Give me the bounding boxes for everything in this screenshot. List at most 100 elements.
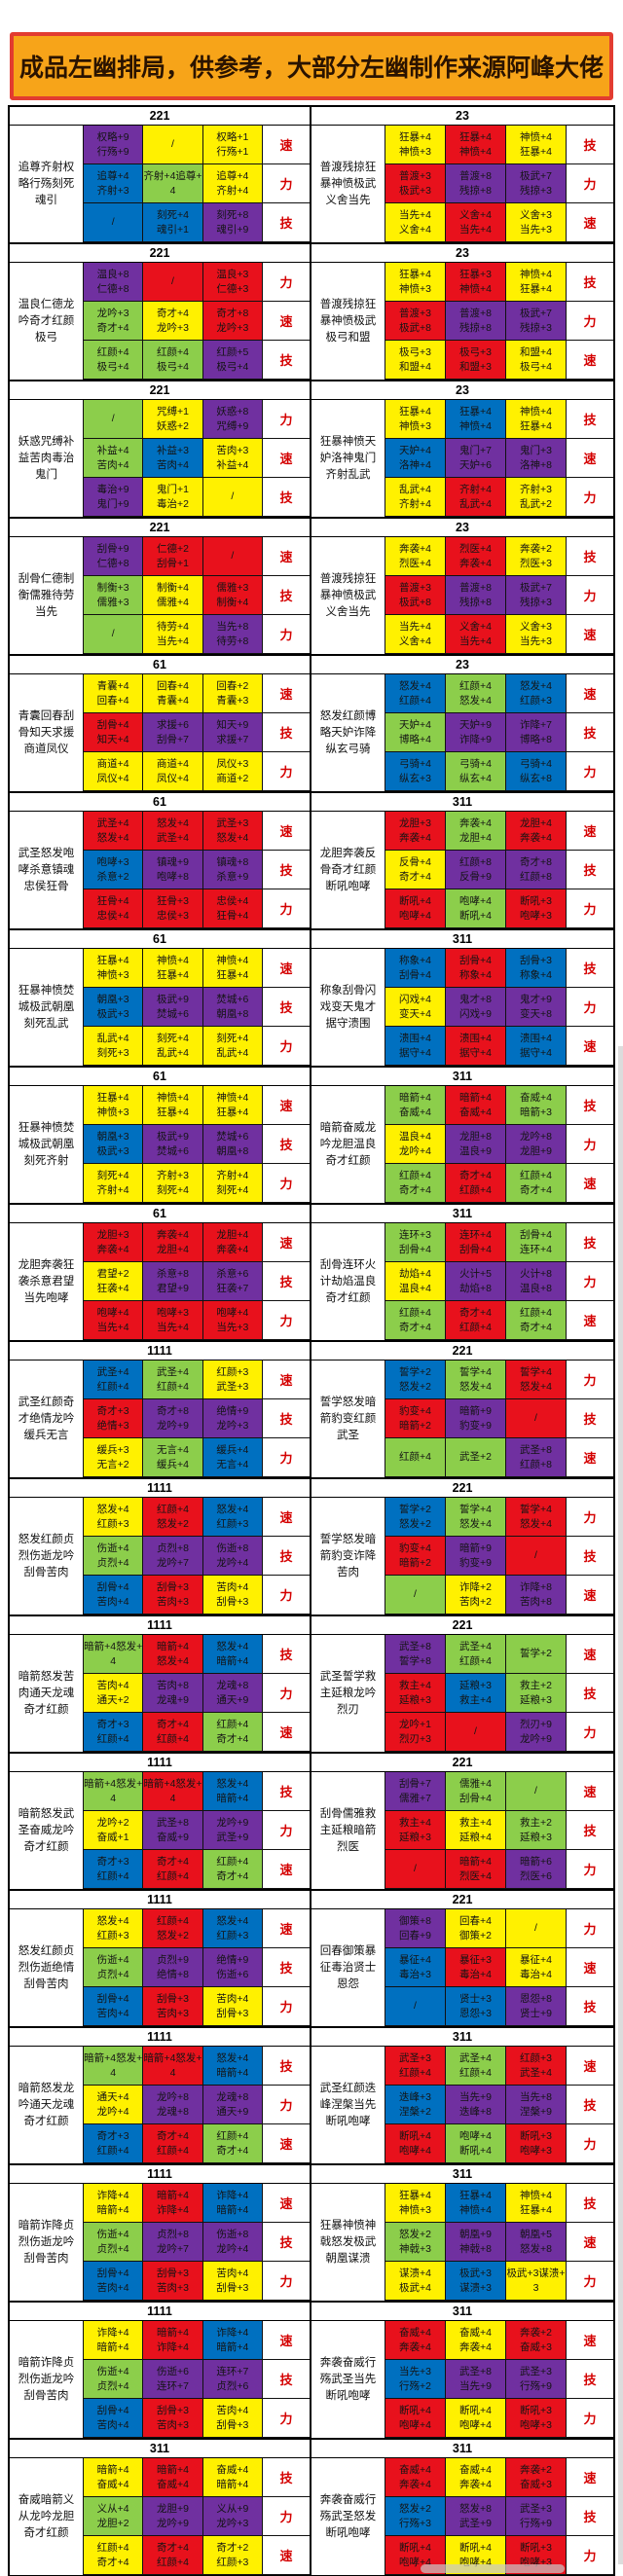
build-grid: 青囊回春刮骨知天求援商道凤仪 青囊+4 回春+4 回春+4 青囊+4 回春+2 青囊+3 速刮… [10,674,310,791]
skill-cell: 谋溃+4 极武+4 [385,2262,446,2301]
skill-cell: 红颜+4 奇才+4 [84,2536,144,2575]
skill-cell: 暗箭+6 烈医+6 [506,1850,567,1889]
scrollbar[interactable] [618,1046,623,2564]
skill-value: 奋威+4 [459,2463,492,2476]
stat-type: 速 [567,1438,613,1477]
skill-value: 极弓+4 [157,360,189,373]
skill-value: 刮骨+4 [520,1228,552,1241]
skill-value: 伤逝+8 [216,2228,249,2240]
skill-value: 红颜+4 [459,679,492,692]
skill-value: 神愤+4 [216,1091,249,1104]
skill-cell: 狂骨+4 忠侯+4 [84,889,144,928]
skill-value: 苦肉+4 [96,2007,129,2019]
build-block-left: 61 狂暴神愤焚城极武朝凰刻死齐射 狂暴+4 神愤+3 神愤+4 狂暴+4 神愤+4 狂暴+4… [10,1068,312,1203]
stat-type: 技 [262,478,310,517]
skill-value: 怒发+4 [216,831,249,844]
skill-value: 暗箭+4怒发+ [84,1777,143,1790]
skill-cell: 伤逝+8 龙吟+4 [202,2223,263,2262]
skill-value: 苦肉+4 [216,1580,249,1593]
skill-value: 怒发+4 [216,1640,249,1652]
skill-value: 奋威+4 [399,1106,431,1118]
build-label: 奋威暗箭义从龙吟龙胆奇才红颜 [10,2458,84,2575]
skill-value: 咆哮+4 [399,2144,431,2157]
skill-value: 暗箭+4 [157,2189,189,2201]
stat-type: 力 [567,576,613,615]
skill-value: 狂暴+4 [459,2189,492,2201]
skill-value: 奔袭+2 [520,2463,552,2476]
skill-cell: 武圣+8 奋威+9 [143,1811,203,1850]
table-row: 61 青囊回春刮骨知天求援商道凤仪 青囊+4 回春+4 回春+4 青囊+4 回春+2 青囊+3… [10,656,613,793]
skill-value: 红颜+4 [459,1321,492,1333]
stat-type: 技 [567,1674,613,1713]
skill-value: / [111,413,115,424]
skill-cell: 杀意+6 狂袭+7 [202,1262,263,1301]
skill-cell: 鬼才+8 闪戏+9 [446,988,506,1027]
skill-value: 怒发+8 [459,2502,492,2515]
skill-value: 奋威+4 [520,1091,552,1104]
stat-type: 技 [262,1635,310,1674]
stat-type: 速 [567,674,613,713]
build-label: 普渡残掠狂暴神愤极武义舍当先 [312,126,385,242]
table-row: 311 奋威暗箭义从龙吟龙胆奇才红颜 暗箭+4 奋威+4 暗箭+4 奋威+4 奋威+4 暗箭+… [10,2440,613,2575]
skill-value: 狂骨+4 [216,909,249,922]
formation-code: 1111 [10,1891,310,1909]
skill-value: 绝情+9 [216,1404,249,1417]
skill-cell: 火计+8 温良+8 [506,1262,567,1301]
skill-cell: 奔袭+2 奋威+3 [506,2321,567,2360]
skill-value: 制衡+4 [157,581,189,594]
skill-cell: 刻死+4 齐射+4 [84,1164,144,1203]
skill-cell: 狂暴+4 神愤+3 [84,1086,144,1125]
skill-value: 红颜+3 [216,1365,249,1378]
build-block-left: 1111 暗箭怒发龙吟通天龙魂奇才红颜 暗箭+4怒发+ 4 暗箭+4怒发+ 4 怒发+4 暗箭… [10,2028,312,2163]
skill-value: 狂暴+4 [216,968,249,981]
stat-type: 速 [262,949,310,988]
skill-cell: 补益+4 苦肉+4 [84,439,144,478]
skill-cell: 溃围+4 据守+4 [385,1027,446,1066]
skill-value: 龙吟+3 [96,307,129,319]
skill-cell: 朝凰+3 极武+3 [84,988,144,1027]
skill-cell: 溃围+4 据守+4 [446,1027,506,1066]
skill-value: 溃围+4 [520,1032,552,1044]
skill-cell: 誓学+2 怒发+2 [385,1361,446,1399]
skill-cell: 青囊+4 回春+4 [84,674,144,713]
skill-cell: 鬼门+1 毒治+2 [143,478,203,517]
skill-value: 天妒+6 [459,458,492,471]
skill-value: 求援+6 [157,718,189,731]
skill-value: 红颜+4 [157,1869,189,1882]
skill-value: 刮骨+4 [96,718,129,731]
skill-value: 当先+4 [157,1321,189,1333]
skill-value: 暗箭+4怒发+ [143,1777,202,1790]
skill-value: 焚城+6 [216,993,249,1005]
skill-cell: 红颜+3 武圣+4 [506,2047,567,2086]
stat-type: 技 [262,2047,310,2086]
bottom-scroll-indicator [421,2564,565,2573]
skill-value: 温良+9 [459,1144,492,1157]
build-block-right: 311 奔袭奋威行殇武圣怒发断吼咆哮 奋威+4 奔袭+4 奋威+4 奔袭+4 奔袭+2 奋威+… [312,2440,613,2575]
build-grid: 奔袭奋威行殇武圣当先断吼咆哮 奋威+4 奔袭+4 奋威+4 奔袭+4 奔袭+2 奋威+3 速当… [312,2321,613,2438]
skill-value: 咆哮+3 [157,1306,189,1319]
table-row: 1111 武圣红颜奇才绝情龙吟缓兵无言 武圣+4 红颜+4 武圣+4 红颜+4 红颜+3 武圣… [10,1342,613,1479]
skill-value: 权略+9 [96,130,129,143]
skill-value: 伤逝+4 [96,1542,129,1554]
stat-type: 力 [567,2536,613,2575]
stat-type: 速 [567,812,613,851]
skill-cell: 断吼+4 咆哮+4 [446,2399,506,2438]
skill-cell: 怒发+4 红颜+3 [84,1909,144,1948]
build-label: 怒发红颜贞烈伤逝绝情刮骨苦肉 [10,1909,84,2026]
skill-value: 咆哮+3 [520,2144,552,2157]
skill-value: 龙胆+8 [459,1130,492,1143]
skill-value: 知天+4 [96,733,129,745]
stat-type: 力 [262,1811,310,1850]
skill-value: 苦肉+4 [96,2418,129,2431]
skill-value: 无言+4 [157,1443,189,1456]
skill-value: / [534,1412,537,1424]
skill-value: 朝凰+8 [216,1007,249,1020]
skill-cell: 奇才+4 红颜+4 [143,2124,203,2163]
skill-cell: 当先+4 义舍+4 [385,203,446,242]
skill-value: 御策+8 [399,1914,431,1927]
skill-cell: 救主+4 延粮+3 [385,1811,446,1850]
skill-value: 怒发+4 [399,679,431,692]
skill-cell: 红颜+3 武圣+3 [202,1361,263,1399]
build-label: 回春御策暴征毒治贤士恩怨 [312,1909,385,2026]
skill-value: 红颜+4 [216,1718,249,1730]
